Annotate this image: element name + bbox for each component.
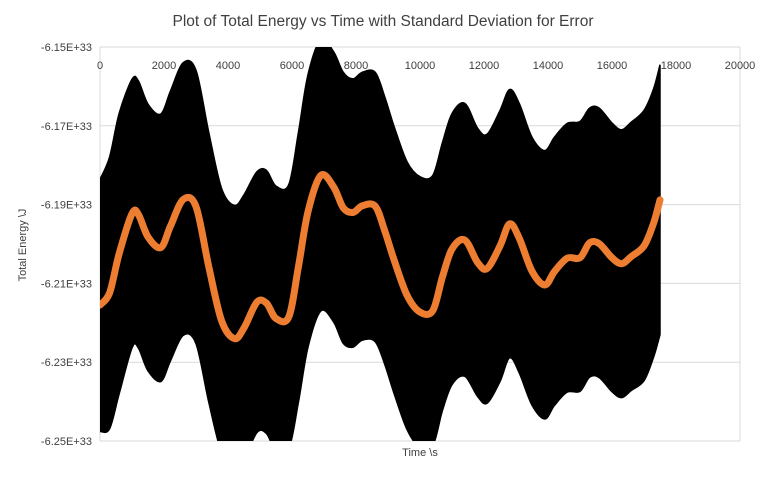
x-tick-label: 12000	[469, 60, 500, 72]
y-tick-label: -6.19E+33	[41, 200, 92, 212]
x-tick-label: 6000	[280, 60, 304, 72]
y-tick-label: -6.15E+33	[41, 42, 92, 54]
x-tick-label: 8000	[344, 60, 368, 72]
x-tick-label: 20000	[725, 60, 756, 72]
x-tick-label: 14000	[533, 60, 564, 72]
x-tick-label: 0	[97, 60, 103, 72]
y-tick-label: -6.21E+33	[41, 278, 92, 290]
y-tick-label: -6.23E+33	[41, 357, 92, 369]
std-dev-error-band	[100, 47, 661, 441]
y-axis-title: Total Energy \J	[17, 209, 29, 282]
x-axis-title: Time \s	[402, 447, 438, 459]
x-tick-label: 10000	[405, 60, 436, 72]
y-tick-label: -6.25E+33	[41, 436, 92, 448]
chart-title: Plot of Total Energy vs Time with Standa…	[173, 13, 594, 30]
y-tick-label: -6.17E+33	[41, 121, 92, 133]
x-tick-label: 16000	[597, 60, 628, 72]
series-line	[100, 171, 664, 343]
x-tick-label: 18000	[661, 60, 692, 72]
x-tick-label: 4000	[216, 60, 240, 72]
x-tick-label: 2000	[152, 60, 176, 72]
